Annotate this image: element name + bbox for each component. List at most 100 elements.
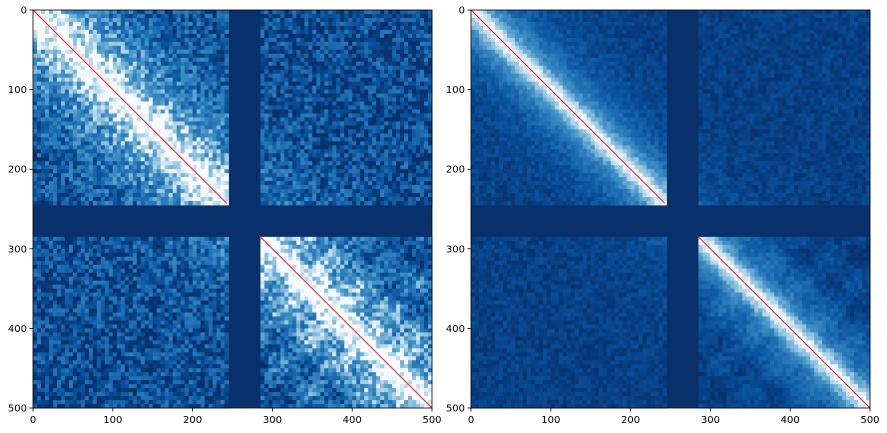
- heatmap-cell: [312, 54, 316, 58]
- heatmap-cell: [340, 94, 344, 98]
- heatmap-cell: [308, 113, 312, 117]
- heatmap-cell: [97, 98, 101, 102]
- heatmap-cell: [388, 34, 392, 38]
- heatmap-cell: [193, 149, 197, 153]
- heatmap-cell: [53, 193, 57, 197]
- heatmap-cell: [424, 249, 428, 253]
- heatmap-cell: [193, 54, 197, 58]
- heatmap-cell: [177, 82, 181, 86]
- heatmap-cell: [416, 197, 420, 201]
- heatmap-cell: [197, 149, 201, 153]
- heatmap-cell: [292, 117, 296, 121]
- heatmap-cell: [213, 58, 217, 62]
- heatmap-cell: [77, 181, 81, 185]
- heatmap-cell: [165, 46, 169, 50]
- heatmap-cell: [348, 141, 352, 145]
- heatmap-cell: [344, 34, 348, 38]
- heatmap-cell: [157, 237, 161, 241]
- heatmap-cell: [344, 42, 348, 46]
- heatmap-cell: [260, 102, 264, 106]
- heatmap-cell: [149, 46, 153, 50]
- heatmap-cell: [284, 249, 288, 253]
- heatmap-cell: [81, 42, 85, 46]
- heatmap-cell: [117, 90, 121, 94]
- heatmap-cell: [105, 169, 109, 173]
- heatmap-cell: [336, 106, 340, 110]
- heatmap-cell: [73, 22, 77, 26]
- heatmap-cell: [165, 90, 169, 94]
- heatmap-cell: [316, 10, 320, 14]
- heatmap-cell: [424, 106, 428, 110]
- heatmap-cell: [37, 197, 41, 201]
- heatmap-cell: [376, 165, 380, 169]
- heatmap-cell: [336, 165, 340, 169]
- heatmap-cell: [420, 62, 424, 66]
- heatmap-cell: [69, 42, 73, 46]
- heatmap-cell: [41, 26, 45, 30]
- heatmap-cell: [125, 157, 129, 161]
- heatmap-cell: [344, 50, 348, 54]
- heatmap-cell: [300, 157, 304, 161]
- heatmap-cell: [161, 201, 165, 205]
- heatmap-cell: [260, 113, 264, 117]
- heatmap-cell: [328, 153, 332, 157]
- heatmap-cell: [300, 38, 304, 42]
- heatmap-cell: [320, 42, 324, 46]
- heatmap-cell: [33, 173, 37, 177]
- heatmap-cell: [121, 149, 125, 153]
- heatmap-cell: [145, 137, 149, 141]
- heatmap-cell: [352, 86, 356, 90]
- heatmap-cell: [69, 110, 73, 114]
- heatmap-cell: [320, 125, 324, 129]
- heatmap-cell: [121, 54, 125, 58]
- heatmap-cell: [217, 157, 221, 161]
- heatmap-cell: [169, 26, 173, 30]
- heatmap-cell: [392, 18, 396, 22]
- heatmap-cell: [408, 241, 412, 245]
- heatmap-cell: [65, 90, 69, 94]
- heatmap-cell: [153, 110, 157, 114]
- heatmap-cell: [264, 145, 268, 149]
- heatmap-cell: [197, 133, 201, 137]
- heatmap-cell: [420, 193, 424, 197]
- heatmap-cell: [169, 133, 173, 137]
- heatmap-cell: [205, 30, 209, 34]
- heatmap-cell: [276, 42, 280, 46]
- heatmap-cell: [205, 117, 209, 121]
- heatmap-cell: [173, 54, 177, 58]
- heatmap-cell: [125, 253, 129, 257]
- heatmap-cell: [396, 66, 400, 70]
- heatmap-cell: [161, 181, 165, 185]
- heatmap-cell: [85, 125, 89, 129]
- heatmap-cell: [129, 110, 133, 114]
- heatmap-cell: [125, 98, 129, 102]
- heatmap-cell: [197, 82, 201, 86]
- heatmap-cell: [69, 189, 73, 193]
- heatmap-cell: [65, 189, 69, 193]
- heatmap-cell: [121, 86, 125, 90]
- heatmap-cell: [360, 62, 364, 66]
- heatmap-cell: [133, 10, 137, 14]
- heatmap-cell: [105, 125, 109, 129]
- heatmap-cell: [149, 54, 153, 58]
- heatmap-cell: [65, 10, 69, 14]
- heatmap-cell: [165, 241, 169, 245]
- heatmap-cell: [388, 14, 392, 18]
- heatmap-cell: [73, 38, 77, 42]
- heatmap-cell: [189, 62, 193, 66]
- heatmap-cell: [404, 129, 408, 133]
- heatmap-cell: [205, 86, 209, 90]
- heatmap-cell: [181, 42, 185, 46]
- heatmap-cell: [380, 161, 384, 165]
- heatmap-cell: [177, 18, 181, 22]
- heatmap-cell: [161, 129, 165, 133]
- heatmap-cell: [284, 165, 288, 169]
- heatmap-cell: [57, 106, 61, 110]
- heatmap-cell: [49, 78, 53, 82]
- heatmap-cell: [205, 10, 209, 14]
- heatmap-cell: [193, 30, 197, 34]
- heatmap-cell: [41, 62, 45, 66]
- heatmap-cell: [260, 145, 264, 149]
- heatmap-cell: [125, 149, 129, 153]
- heatmap-cell: [185, 253, 189, 257]
